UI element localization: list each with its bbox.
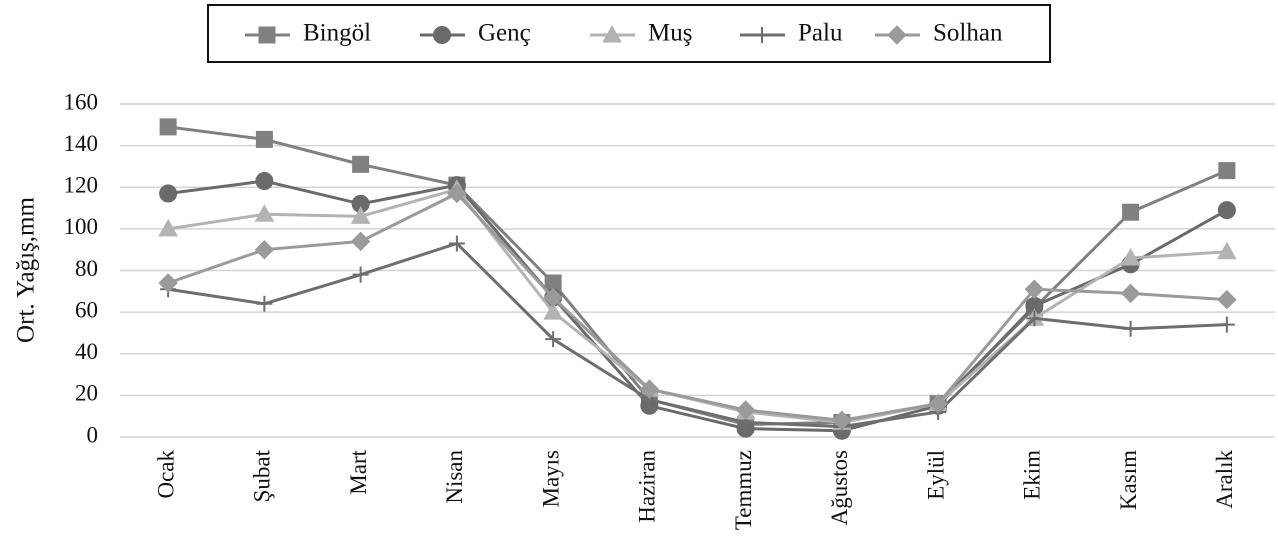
- marker: [447, 183, 467, 204]
- y-tick-label: 40: [75, 339, 98, 364]
- y-tick-label: 120: [64, 173, 99, 198]
- marker: [254, 204, 275, 222]
- marker: [1120, 247, 1141, 266]
- marker: [448, 235, 465, 252]
- marker: [754, 27, 770, 43]
- series-line: [167, 191, 1227, 422]
- x-tick-label: Mart: [346, 449, 371, 494]
- marker: [256, 295, 273, 312]
- marker: [543, 302, 563, 320]
- legend-label: Solhan: [933, 20, 1003, 47]
- marker: [1218, 316, 1235, 333]
- legend-label: Genç: [478, 20, 531, 47]
- marker: [350, 206, 371, 224]
- marker: [832, 410, 852, 431]
- legend-item: Bingöl: [245, 20, 371, 47]
- series-line: [167, 241, 1227, 429]
- marker: [254, 239, 275, 260]
- y-tick-label: 20: [75, 381, 98, 406]
- y-tick-label: 100: [64, 214, 99, 239]
- x-tick-label: Kasım: [1116, 450, 1141, 510]
- x-tick-label: Mayıs: [538, 450, 563, 508]
- series-line: [167, 187, 1227, 424]
- series: [158, 183, 1237, 431]
- marker: [433, 26, 451, 44]
- marker: [887, 25, 907, 45]
- y-axis-label: Ort. Yağış,mm: [13, 197, 40, 343]
- series-line: [167, 179, 1228, 433]
- marker: [928, 393, 948, 414]
- marker: [350, 231, 371, 252]
- series-line: [167, 125, 1228, 427]
- marker: [159, 184, 178, 203]
- y-tick-label: 140: [64, 131, 99, 156]
- marker: [352, 155, 370, 173]
- marker: [1122, 320, 1139, 337]
- marker: [1120, 283, 1141, 304]
- marker: [1217, 289, 1237, 310]
- legend-label: Bingöl: [303, 20, 371, 47]
- marker: [1026, 310, 1043, 327]
- series: [159, 118, 1236, 434]
- marker: [255, 172, 274, 191]
- marker: [639, 379, 660, 399]
- marker: [352, 266, 369, 283]
- legend-item: Muş: [590, 20, 692, 47]
- marker: [255, 130, 273, 148]
- y-tick-label: 60: [75, 297, 98, 322]
- marker: [735, 400, 756, 420]
- y-tick-label: 80: [75, 256, 98, 281]
- marker: [1218, 162, 1236, 180]
- marker: [602, 24, 622, 43]
- marker: [1024, 279, 1045, 299]
- x-tick-label: Temmuz: [731, 450, 756, 530]
- x-tick-label: Ekim: [1020, 450, 1045, 500]
- x-tick-label: Ağustos: [827, 450, 852, 525]
- series: [158, 179, 1237, 430]
- x-tick-label: Haziran: [635, 450, 660, 523]
- x-tick-label: Ocak: [153, 450, 178, 499]
- legend-item: Solhan: [875, 20, 1003, 47]
- y-tick-label: 0: [87, 422, 99, 447]
- marker: [1122, 203, 1140, 221]
- legend-item: Palu: [740, 20, 843, 47]
- x-tick-label: Aralık: [1212, 450, 1237, 509]
- marker: [158, 218, 178, 237]
- legend-label: Palu: [798, 20, 843, 47]
- marker: [159, 118, 177, 136]
- y-tick-label: 160: [64, 89, 99, 114]
- marker: [545, 331, 562, 348]
- marker: [543, 287, 563, 308]
- x-tick-label: Şubat: [250, 449, 275, 502]
- legend-item: Genç: [420, 20, 531, 47]
- legend-label: Muş: [648, 20, 692, 47]
- marker: [1217, 241, 1237, 260]
- series: [160, 235, 1235, 435]
- x-tick-label: Eylül: [923, 450, 948, 500]
- marker: [1217, 201, 1236, 220]
- marker: [158, 273, 178, 293]
- marker: [258, 26, 276, 44]
- x-tick-label: Nisan: [442, 450, 467, 504]
